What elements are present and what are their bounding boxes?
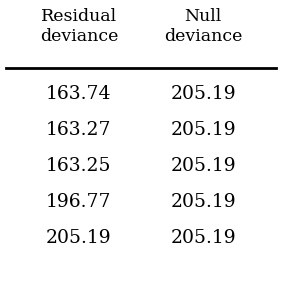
Text: 196.77: 196.77	[46, 193, 112, 211]
Text: Residual
deviance: Residual deviance	[40, 8, 118, 45]
Text: 163.27: 163.27	[46, 121, 112, 139]
Text: 205.19: 205.19	[170, 229, 236, 247]
Text: 205.19: 205.19	[170, 193, 236, 211]
Text: Null
deviance: Null deviance	[164, 8, 242, 45]
Text: 205.19: 205.19	[46, 229, 112, 247]
Text: 163.74: 163.74	[46, 85, 112, 103]
Text: 205.19: 205.19	[170, 121, 236, 139]
Text: 205.19: 205.19	[170, 85, 236, 103]
Text: 163.25: 163.25	[46, 157, 112, 175]
Text: 205.19: 205.19	[170, 157, 236, 175]
